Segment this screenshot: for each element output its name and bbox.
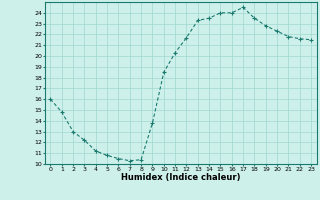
X-axis label: Humidex (Indice chaleur): Humidex (Indice chaleur) bbox=[121, 173, 241, 182]
